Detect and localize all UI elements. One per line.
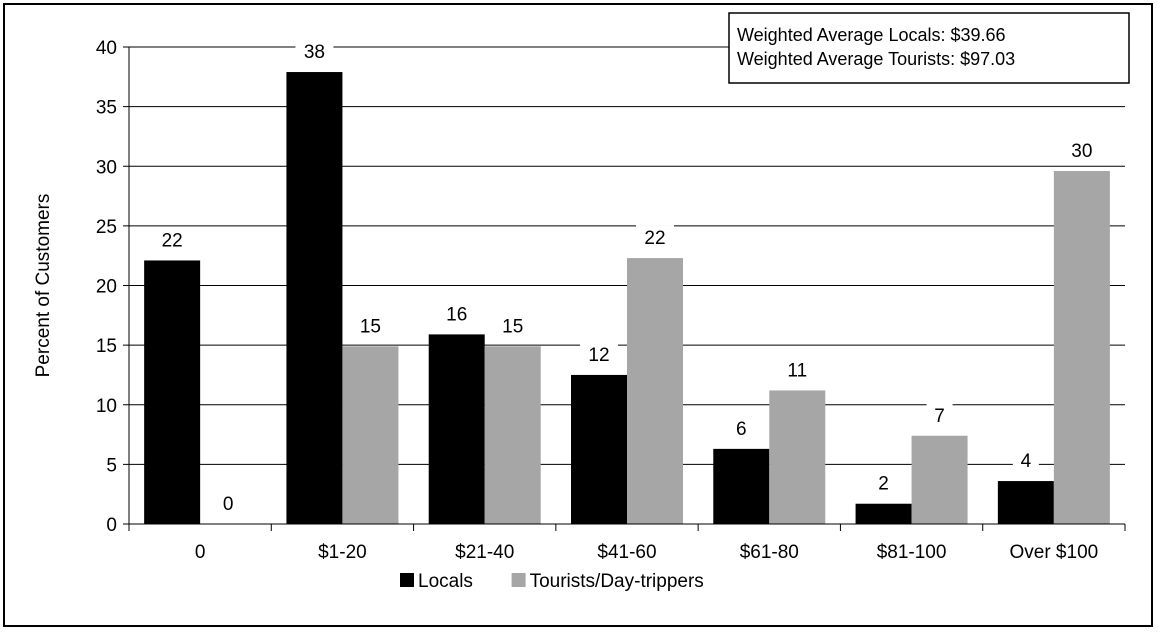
data-label-bg <box>351 313 390 339</box>
data-label-bg <box>728 415 755 441</box>
category-label: 0 <box>195 542 206 563</box>
y-tick-label: 20 <box>96 277 117 298</box>
data-label: 38 <box>304 42 325 63</box>
y-tick-label: 10 <box>96 396 117 417</box>
bar-locals <box>855 503 912 524</box>
data-label: 12 <box>588 345 609 366</box>
category-label: $1-20 <box>318 542 367 563</box>
data-label: 11 <box>787 360 807 381</box>
data-label: 15 <box>360 316 381 337</box>
data-label: 0 <box>223 494 234 515</box>
bar-tourists <box>911 435 968 524</box>
data-label-bg <box>1012 448 1039 474</box>
y-tick-label: 15 <box>96 336 117 357</box>
data-label-bg <box>580 341 618 367</box>
y-tick-label: 40 <box>96 38 117 59</box>
bar-tourists <box>627 258 683 524</box>
chart-frame: 0 5 10 15 20 25 30 35 40 0 $1-20 $21-40 $41-60 $61-80… <box>3 3 1153 627</box>
bar-tourists <box>1053 171 1110 524</box>
y-axis-title: Percent of Customers <box>33 194 54 378</box>
data-label: 6 <box>736 419 747 440</box>
data-label-bg <box>636 225 674 251</box>
category-label: $21-40 <box>455 542 514 563</box>
data-label-bg <box>1062 138 1101 164</box>
data-label: 4 <box>1021 451 1032 472</box>
bar-locals <box>144 260 201 524</box>
annotation-line: Weighted Average Locals: $39.66 <box>737 25 1006 45</box>
legend-swatch-locals <box>400 573 414 587</box>
category-label: Over $100 <box>1009 542 1098 563</box>
data-label: 2 <box>878 474 889 495</box>
bar-tourists <box>484 346 541 524</box>
category-label: $61-80 <box>740 542 799 563</box>
y-tick-label: 30 <box>96 157 117 178</box>
data-label: 15 <box>502 316 523 337</box>
bar-locals <box>713 448 770 524</box>
legend: Locals Tourists/Day-trippers <box>400 571 704 592</box>
category-label: $81-100 <box>877 542 947 563</box>
data-label-bg <box>926 402 953 428</box>
data-label-bg <box>295 39 334 65</box>
bar-locals <box>997 481 1054 524</box>
bar-locals <box>428 334 485 524</box>
legend-label: Locals <box>418 571 473 592</box>
annotation-border <box>728 12 1130 84</box>
data-label: 22 <box>162 230 183 251</box>
data-label: 30 <box>1071 141 1092 162</box>
y-tick-label: 35 <box>96 98 117 119</box>
data-label: 22 <box>644 228 665 249</box>
data-label-bg <box>778 357 817 383</box>
bar-tourists <box>342 346 399 524</box>
data-label-bg <box>437 301 476 327</box>
bars <box>144 72 1110 524</box>
annotation-box: Weighted Average Locals: $39.66 Weighted … <box>728 12 1130 84</box>
bar-locals <box>571 374 627 524</box>
category-label: $41-60 <box>597 542 656 563</box>
data-labels: 22 0 38 15 16 15 12 22 6 11 2 7 4 30 <box>153 39 1101 516</box>
data-label-bg <box>153 227 192 253</box>
data-label-bg <box>493 313 532 339</box>
legend-swatch-tourists <box>511 573 526 587</box>
data-label: 16 <box>446 304 467 325</box>
data-label-bg <box>870 470 897 496</box>
y-tick-label: 25 <box>96 217 117 238</box>
bar-locals <box>286 72 343 524</box>
annotation-line: Weighted Average Tourists: $97.03 <box>737 49 1015 69</box>
data-label: 7 <box>934 406 945 427</box>
y-tick-label: 0 <box>106 515 117 536</box>
bar-tourists <box>769 390 826 524</box>
legend-label: Tourists/Day-trippers <box>530 571 704 592</box>
data-label-bg <box>215 491 242 516</box>
y-tick-label: 5 <box>106 455 117 476</box>
